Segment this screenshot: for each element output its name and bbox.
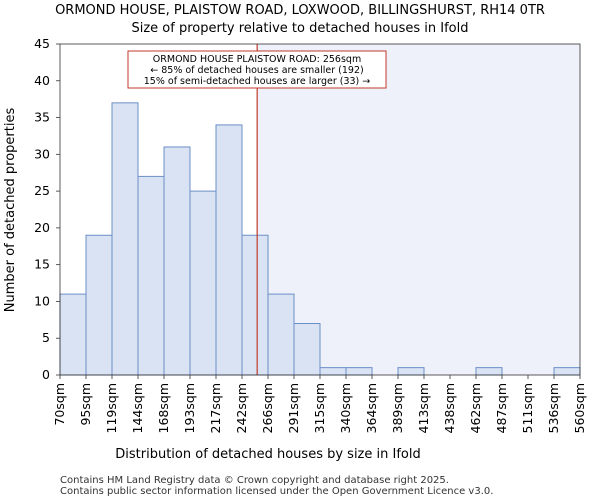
chart-subtitle: Size of property relative to detached ho… — [131, 21, 468, 36]
histogram-bar — [111, 102, 139, 376]
annotation-line-3: 15% of semi-detached houses are larger (… — [144, 76, 371, 87]
histogram-bar — [241, 234, 269, 376]
x-axis-label: Distribution of detached houses by size … — [115, 447, 420, 462]
x-tick-label: 70sqm — [52, 383, 67, 426]
x-tick-label: 511sqm — [520, 383, 535, 433]
histogram-bar — [319, 367, 347, 376]
y-tick-label: 15 — [34, 257, 50, 272]
histogram-bar — [163, 146, 191, 376]
y-axis: 0 5 10 15 20 25 30 35 40 45 — [34, 36, 60, 382]
x-tick-label: 266sqm — [260, 383, 275, 433]
x-tick-label: 487sqm — [494, 383, 509, 433]
histogram-bar — [345, 367, 373, 376]
annotation-line-1: ORMOND HOUSE PLAISTOW ROAD: 256sqm — [153, 54, 361, 65]
x-tick-label: 144sqm — [130, 383, 145, 433]
x-tick-label: 560sqm — [572, 383, 587, 433]
y-tick-label: 20 — [34, 220, 50, 235]
x-tick-label: 168sqm — [156, 383, 171, 433]
histogram-bar — [267, 293, 295, 376]
annotation-border — [127, 50, 387, 89]
annotation-line-2: ← 85% of detached houses are smaller (19… — [150, 65, 363, 76]
y-tick-label: 0 — [42, 367, 50, 382]
footer-line-2: Contains public sector information licen… — [60, 486, 493, 497]
y-tick-label: 5 — [42, 330, 50, 345]
y-tick-label: 30 — [34, 146, 50, 161]
histogram-bar — [475, 367, 503, 376]
histogram-bar — [397, 367, 425, 376]
chart-title: ORMOND HOUSE, PLAISTOW ROAD, LOXWOOD, BI… — [55, 3, 545, 18]
x-tick-label: 95sqm — [78, 383, 93, 426]
annotation-box: ORMOND HOUSE PLAISTOW ROAD: 256sqm ← 85%… — [127, 50, 387, 89]
y-tick-label: 45 — [34, 36, 50, 51]
histogram-bar — [189, 190, 217, 376]
x-tick-label: 217sqm — [208, 383, 223, 433]
histogram-bar — [293, 323, 321, 376]
x-tick-label: 242sqm — [234, 383, 249, 433]
x-tick-label: 438sqm — [442, 383, 457, 433]
histogram-bar — [215, 124, 243, 376]
bars-group — [59, 102, 581, 376]
x-axis: 70sqm 95sqm 119sqm 144sqm 168sqm 193sqm 217sqm… — [52, 375, 587, 433]
histogram-bar — [137, 175, 165, 376]
footer-line-1: Contains HM Land Registry data © Crown c… — [60, 475, 449, 486]
y-tick-label: 10 — [34, 293, 50, 308]
x-tick-label: 340sqm — [338, 383, 353, 433]
x-tick-label: 536sqm — [546, 383, 561, 433]
x-tick-label: 413sqm — [416, 383, 431, 433]
above-threshold-shade — [257, 44, 580, 375]
x-tick-label: 119sqm — [104, 383, 119, 433]
x-tick-label: 364sqm — [364, 383, 379, 433]
x-tick-label: 193sqm — [182, 383, 197, 433]
histogram-bar — [85, 234, 113, 376]
y-tick-label: 35 — [34, 110, 50, 125]
x-tick-label: 315sqm — [312, 383, 327, 433]
x-tick-label: 462sqm — [468, 383, 483, 433]
y-axis-label: Number of detached properties — [3, 108, 18, 313]
x-tick-label: 389sqm — [390, 383, 405, 433]
x-tick-label: 291sqm — [286, 383, 301, 433]
histogram-bar — [59, 293, 87, 376]
histogram-bar — [553, 367, 581, 376]
y-tick-label: 25 — [34, 183, 50, 198]
y-tick-label: 40 — [34, 73, 50, 88]
